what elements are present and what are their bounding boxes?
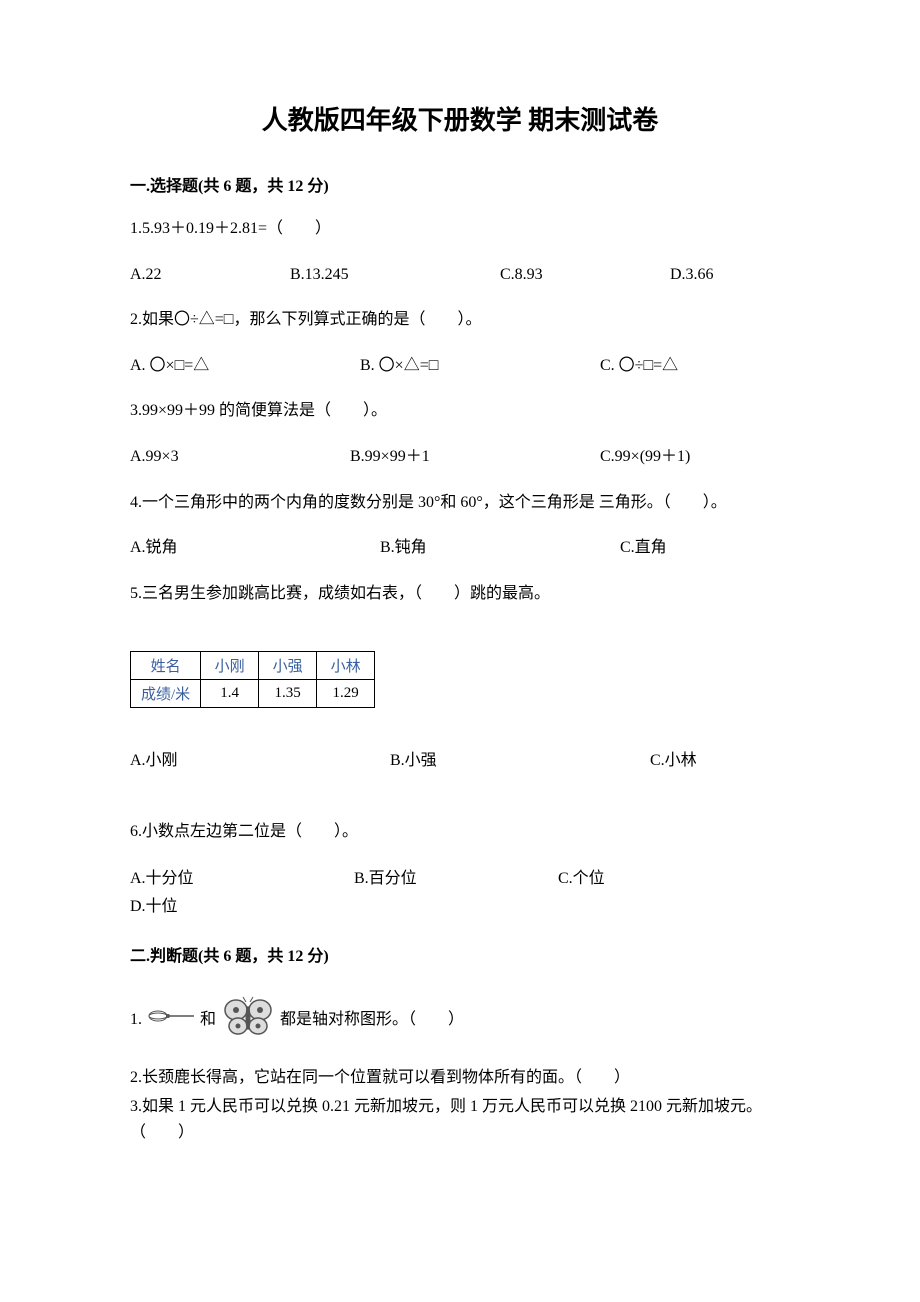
judge-q1-pre: 1. <box>130 1011 142 1028</box>
q3-opt-b: B.99×99＋1 <box>350 444 600 470</box>
dragonfly-icon <box>146 1005 196 1036</box>
question-3: 3.99×99＋99 的简便算法是（ ）。 <box>130 398 790 424</box>
q4-opt-b: B.钝角 <box>380 535 620 561</box>
question-5-options: A.小刚 B.小强 C.小林 <box>130 748 790 774</box>
question-2: 2.如果〇÷△=□，那么下列算式正确的是（ ）。 <box>130 307 790 333</box>
q1-opt-b: B.13.245 <box>290 262 500 288</box>
judge-q2: 2.长颈鹿长得高，它站在同一个位置就可以看到物体所有的面。（ ） <box>130 1065 790 1091</box>
question-6-options: A.十分位 B.百分位 C.个位 D.十位 <box>130 865 790 923</box>
q1-opt-c: C.8.93 <box>500 262 670 288</box>
question-4-options: A.锐角 B.钝角 C.直角 <box>130 535 790 561</box>
table-row: 成绩/米 1.4 1.35 1.29 <box>131 680 375 708</box>
question-3-options: A.99×3 B.99×99＋1 C.99×(99＋1) <box>130 444 790 470</box>
judge-q3: 3.如果 1 元人民币可以兑换 0.21 元新加坡元，则 1 万元人民币可以兑换… <box>130 1094 790 1145</box>
question-1: 1.5.93＋0.19＋2.81=（ ） <box>130 216 790 242</box>
judge-q1-post: 都是轴对称图形。（ ） <box>280 1011 464 1028</box>
q3-opt-c: C.99×(99＋1) <box>600 444 690 470</box>
judge-q1: 1. 和 都是轴对称图形。（ ） <box>130 996 790 1045</box>
q1-opt-a: A.22 <box>130 262 290 288</box>
q3-opt-a: A.99×3 <box>130 444 350 470</box>
section2-header: 二.判断题(共 6 题，共 12 分) <box>130 942 790 966</box>
table-cell: 1.29 <box>317 680 375 708</box>
question-4: 4.一个三角形中的两个内角的度数分别是 30°和 60°，这个三角形是 三角形。… <box>130 490 790 516</box>
page-title: 人教版四年级下册数学 期末测试卷 <box>130 100 790 137</box>
table-cell: 成绩/米 <box>131 680 201 708</box>
butterfly-icon <box>220 996 276 1045</box>
q5-opt-b: B.小强 <box>390 748 650 774</box>
q5-table: 姓名 小刚 小强 小林 成绩/米 1.4 1.35 1.29 <box>130 651 790 708</box>
section1-header: 一.选择题(共 6 题，共 12 分) <box>130 172 790 196</box>
q4-opt-a: A.锐角 <box>130 535 380 561</box>
q6-opt-b: B.百分位 <box>354 865 554 894</box>
table-cell: 小刚 <box>201 652 259 680</box>
question-6: 6.小数点左边第二位是（ ）。 <box>130 819 790 845</box>
table-cell: 小强 <box>259 652 317 680</box>
question-2-options: A. 〇×□=△ B. 〇×△=□ C. 〇÷□=△ <box>130 353 790 379</box>
question-5: 5.三名男生参加跳高比赛，成绩如右表，（ ）跳的最高。 <box>130 581 790 607</box>
q6-opt-c: C.个位 <box>558 865 768 894</box>
q2-opt-a: A. 〇×□=△ <box>130 353 360 379</box>
q1-opt-d: D.3.66 <box>670 262 714 288</box>
q5-opt-a: A.小刚 <box>130 748 390 774</box>
q6-opt-a: A.十分位 <box>130 865 350 894</box>
table-cell: 1.35 <box>259 680 317 708</box>
q5-opt-c: C.小林 <box>650 748 697 774</box>
table-cell: 1.4 <box>201 680 259 708</box>
table-cell: 小林 <box>317 652 375 680</box>
judge-q1-mid: 和 <box>200 1011 220 1028</box>
table-cell: 姓名 <box>131 652 201 680</box>
table-row: 姓名 小刚 小强 小林 <box>131 652 375 680</box>
q2-opt-c: C. 〇÷□=△ <box>600 353 678 379</box>
q2-opt-b: B. 〇×△=□ <box>360 353 600 379</box>
q6-opt-d: D.十位 <box>130 893 178 922</box>
q4-opt-c: C.直角 <box>620 535 667 561</box>
question-1-options: A.22 B.13.245 C.8.93 D.3.66 <box>130 262 790 288</box>
